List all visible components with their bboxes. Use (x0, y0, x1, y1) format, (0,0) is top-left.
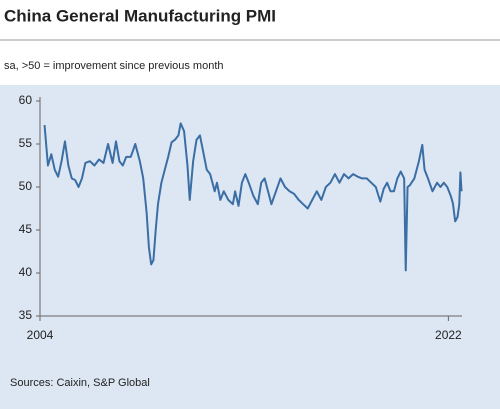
x-tick-label: 2004 (27, 328, 54, 342)
y-tick-label: 55 (19, 136, 33, 150)
chart-title: China General Manufacturing PMI (4, 6, 276, 25)
x-tick-label: 2022 (435, 328, 462, 342)
y-tick-label: 45 (19, 222, 33, 236)
y-tick-label: 50 (19, 179, 33, 193)
source: Sources: Caixin, S&P Global (10, 377, 150, 389)
y-tick-label: 40 (19, 265, 33, 279)
data-line (43, 122, 463, 272)
subtitle: sa, >50 = improvement since previous mon… (4, 60, 224, 72)
panel (0, 85, 500, 409)
y-tick-label: 60 (19, 93, 33, 107)
y-tick-label: 35 (19, 308, 33, 322)
